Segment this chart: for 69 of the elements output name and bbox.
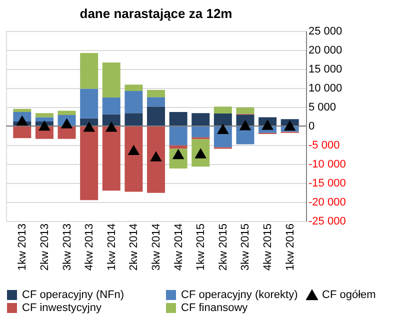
x-tick-label: 4kw 2014 [172, 224, 185, 271]
x-tick-label: 2kw 2015 [217, 224, 230, 271]
legend-label: CF ogółem [322, 289, 376, 301]
x-tick-label: 3kw 2015 [240, 224, 252, 271]
y-tick-label: -25 000 [308, 216, 346, 228]
bar [80, 126, 98, 200]
point [39, 121, 50, 131]
point [16, 116, 28, 126]
y-tick-label: 20 000 [308, 44, 342, 56]
bar [80, 88, 98, 118]
bar [124, 84, 143, 92]
y-tick-label: -10 000 [308, 158, 346, 170]
y-tick-label: -5 000 [308, 140, 340, 152]
point [218, 124, 228, 134]
bar [80, 53, 98, 89]
legend-label: CF operacyjny (NFn) [22, 289, 124, 301]
bar [124, 91, 143, 114]
chart-title: dane narastające za 12m [80, 6, 232, 21]
x-tick-label: 4kw 2015 [262, 224, 274, 271]
y-tick-label: 25 000 [308, 26, 342, 38]
bar [124, 113, 143, 126]
x-tick-label: 2kw 2014 [128, 224, 140, 271]
bar [192, 113, 210, 126]
bar [147, 90, 165, 98]
point [262, 120, 273, 130]
bar [58, 110, 76, 115]
x-tick-label: 1kw 2016 [284, 224, 296, 271]
point [62, 119, 72, 128]
bar [102, 114, 120, 126]
bar [169, 126, 188, 146]
y-tick-label: -15 000 [308, 178, 346, 190]
point [240, 120, 250, 130]
legend-label: CF finansowy [181, 302, 248, 314]
x-tick-label: 1kw 2013 [16, 224, 29, 271]
bar [124, 126, 143, 192]
point [128, 146, 139, 155]
y-tick-label: 5 000 [308, 102, 336, 114]
bar [169, 112, 188, 126]
bar [214, 106, 232, 114]
bar [35, 117, 54, 122]
bar [169, 145, 188, 149]
bar [102, 62, 120, 98]
y-tick-label: -20 000 [308, 196, 346, 208]
bar [214, 113, 232, 126]
y-tick-label: 0 [308, 120, 315, 132]
bar [102, 98, 120, 114]
legend-label: CF operacyjny (korekty) [181, 289, 298, 301]
y-tick-label: 10 000 [308, 82, 342, 94]
x-tick-label: 2kw 2013 [38, 224, 51, 271]
bar [192, 126, 210, 138]
x-tick-label: 3kw 2013 [61, 224, 74, 271]
point [106, 122, 117, 132]
bar [13, 108, 32, 112]
x-tick-label: 1kw 2014 [106, 224, 118, 271]
point [284, 121, 296, 131]
bar [102, 126, 120, 191]
bar [147, 106, 165, 126]
x-tick-label: 1kw 2015 [195, 224, 208, 271]
bar [35, 113, 54, 118]
bar [147, 97, 165, 107]
point [150, 152, 162, 162]
point [84, 122, 94, 132]
legend-label: CF inwestycyjny [22, 302, 102, 314]
x-tick-label: 3kw 2014 [150, 224, 162, 271]
x-tick-label: 4kw 2013 [84, 224, 96, 271]
bar [147, 126, 165, 193]
y-tick-label: 15 000 [308, 64, 342, 76]
bar [13, 126, 32, 138]
bar [236, 107, 254, 114]
